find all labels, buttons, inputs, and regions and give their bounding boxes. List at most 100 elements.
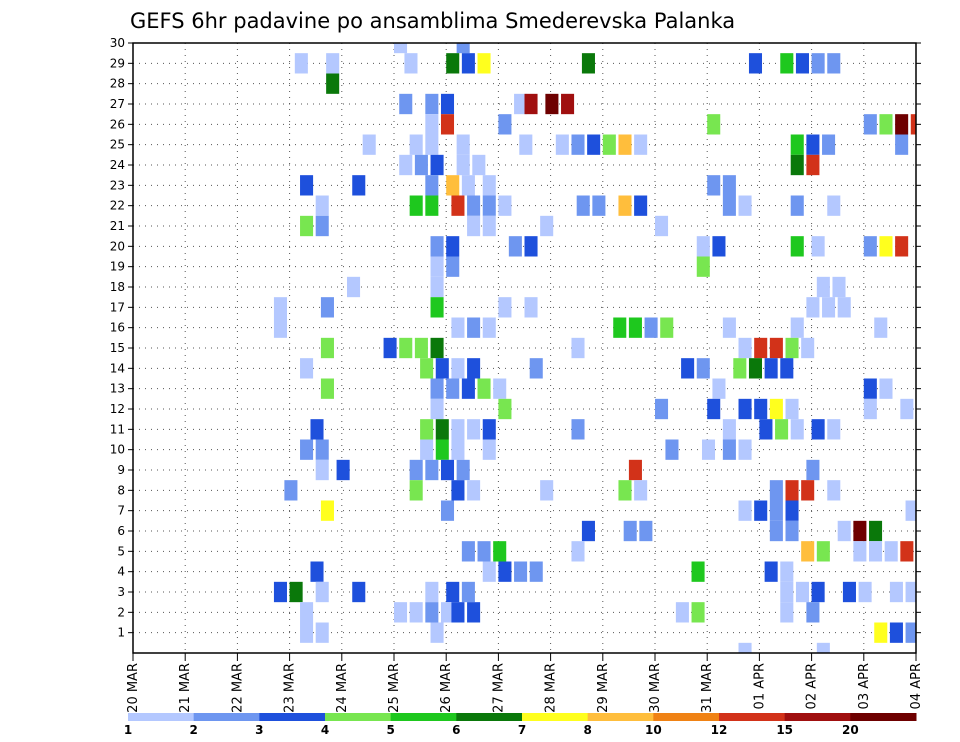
y-tick-label: 28 (110, 77, 125, 91)
colorbar-swatch (456, 713, 523, 721)
x-tick-label: 01 APR (752, 663, 767, 709)
heatmap-cell (493, 541, 507, 562)
heatmap-cell (571, 541, 585, 562)
x-tick-label: 20 MAR (126, 663, 141, 713)
colorbar-label: 8 (583, 723, 591, 737)
heatmap-cell (816, 276, 830, 298)
heatmap-cell (467, 602, 481, 623)
heatmap-cell (467, 317, 481, 338)
heatmap-cell (409, 195, 423, 216)
heatmap-cell (540, 215, 554, 237)
heatmap-cell (414, 337, 428, 359)
colorbar-label: 2 (189, 723, 197, 737)
y-tick-label: 13 (110, 382, 125, 396)
heatmap-cell (482, 195, 496, 216)
heatmap-cell (300, 215, 314, 237)
heatmap-cell (440, 114, 455, 135)
heatmap-cell (602, 134, 616, 155)
heatmap-cell (738, 500, 752, 521)
heatmap-cell (863, 378, 877, 399)
heatmap-cell (420, 419, 434, 440)
heatmap-cell (806, 459, 820, 481)
heatmap-cell (467, 480, 481, 501)
heatmap-cell (430, 154, 444, 176)
heatmap-cell (769, 480, 783, 501)
heatmap-cell (853, 541, 867, 562)
heatmap-cell (795, 581, 809, 603)
heatmap-cell (446, 581, 460, 603)
heatmap-cell (451, 419, 465, 440)
heatmap-cell (895, 114, 909, 135)
heatmap-cell (780, 53, 794, 74)
heatmap-cell (461, 175, 475, 196)
heatmap-cell (696, 358, 710, 379)
heatmap-cell (383, 337, 397, 359)
heatmap-cell (315, 195, 329, 216)
heatmap-cell (785, 398, 799, 420)
heatmap-cell (587, 134, 601, 155)
heatmap-cell (769, 500, 783, 521)
heatmap-cell (581, 520, 595, 542)
heatmap-cell (748, 53, 763, 74)
heatmap-cell (399, 154, 413, 176)
heatmap-cell (435, 419, 449, 440)
heatmap-cell (352, 175, 366, 196)
heatmap-cell (414, 154, 428, 176)
heatmap-cell (863, 398, 877, 420)
y-tick-label: 24 (110, 158, 125, 172)
heatmap-cell (409, 480, 423, 501)
heatmap-cell (822, 134, 836, 155)
heatmap-cell (754, 500, 768, 521)
heatmap-cell (722, 419, 736, 440)
heatmap-cell (722, 175, 736, 196)
heatmap-cell (529, 561, 543, 582)
heatmap-cell (618, 480, 632, 501)
x-tick-label: 02 APR (805, 663, 820, 709)
y-tick-label: 25 (110, 138, 125, 152)
heatmap-cell (811, 581, 825, 603)
x-axis: 20 MAR 21 MAR 22 MAR 23 MAR 24 MAR 25 MAR 26 M… (126, 653, 924, 713)
y-tick-label: 16 (110, 321, 125, 335)
y-tick-label: 1 (117, 626, 125, 640)
heatmap-cell (707, 175, 721, 196)
heatmap-cell (477, 378, 491, 399)
heatmap-cell (310, 561, 324, 582)
heatmap-cell (628, 459, 642, 481)
heatmap-cell (780, 581, 794, 603)
heatmap-cell (722, 439, 736, 460)
heatmap-cell (785, 337, 799, 359)
heatmap-cell (801, 337, 815, 359)
x-tick-label: 29 MAR (596, 663, 611, 713)
heatmap-cell (837, 297, 851, 318)
heatmap-cell (440, 459, 455, 481)
heatmap-cell (300, 439, 314, 460)
heatmap-cell (461, 53, 475, 74)
heatmap-cell (409, 459, 423, 481)
heatmap-cell (315, 459, 329, 481)
heatmap-cell (790, 317, 804, 338)
heatmap-cell (451, 358, 465, 379)
y-tick-label: 29 (110, 56, 125, 70)
colorbar-label: 20 (842, 723, 859, 737)
y-tick-label: 30 (110, 36, 125, 50)
y-tick-label: 3 (117, 585, 125, 599)
heatmap-cell (634, 134, 648, 155)
heatmap-cell (467, 358, 481, 379)
heatmap-cell (905, 581, 916, 603)
heatmap-cell (738, 398, 752, 420)
x-tick-label: 25 MAR (387, 663, 402, 713)
heatmap-cell (691, 561, 705, 582)
heatmap-cell (790, 134, 804, 155)
heatmap-cell (827, 419, 841, 440)
heatmap-cell (869, 541, 883, 562)
heatmap-cell (430, 236, 444, 257)
heatmap-cell (733, 358, 747, 379)
heatmap-cell (816, 642, 830, 653)
heatmap-cell (858, 581, 872, 603)
heatmap-cell (300, 602, 314, 623)
heatmap-cell (665, 439, 679, 460)
heatmap-cell (738, 439, 752, 460)
x-tick-label: 28 MAR (544, 663, 559, 713)
x-tick-label: 24 MAR (335, 663, 350, 713)
x-tick-label: 21 MAR (178, 663, 193, 713)
